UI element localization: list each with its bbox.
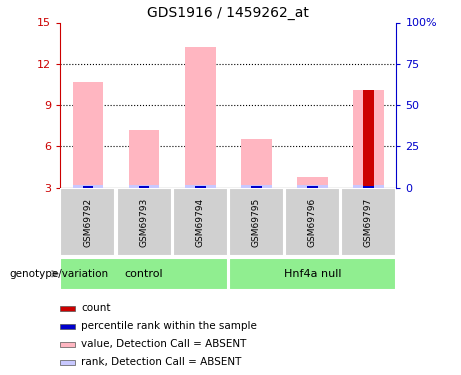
Bar — [353, 90, 384, 188]
Bar — [363, 90, 374, 188]
FancyBboxPatch shape — [60, 188, 115, 256]
Bar — [353, 185, 384, 188]
FancyBboxPatch shape — [229, 258, 396, 290]
FancyBboxPatch shape — [341, 188, 396, 256]
FancyBboxPatch shape — [60, 258, 228, 290]
Text: Hnf4a null: Hnf4a null — [284, 269, 341, 279]
Bar — [185, 47, 216, 188]
Text: control: control — [125, 269, 163, 279]
Text: GSM69793: GSM69793 — [140, 198, 148, 247]
Text: percentile rank within the sample: percentile rank within the sample — [82, 321, 257, 331]
FancyBboxPatch shape — [173, 188, 228, 256]
Text: GSM69795: GSM69795 — [252, 198, 261, 247]
Title: GDS1916 / 1459262_at: GDS1916 / 1459262_at — [147, 6, 309, 20]
Bar — [83, 186, 94, 188]
Bar — [297, 185, 328, 188]
Bar — [60, 324, 75, 328]
Bar — [195, 186, 206, 188]
Bar — [129, 185, 160, 188]
Bar — [139, 186, 149, 188]
Text: genotype/variation: genotype/variation — [9, 269, 108, 279]
Text: rank, Detection Call = ABSENT: rank, Detection Call = ABSENT — [82, 357, 242, 367]
FancyBboxPatch shape — [285, 188, 340, 256]
Text: GSM69794: GSM69794 — [195, 198, 205, 247]
Bar — [185, 185, 216, 188]
FancyBboxPatch shape — [117, 188, 171, 256]
Bar — [241, 185, 272, 188]
Bar — [363, 186, 374, 188]
Text: count: count — [82, 303, 111, 313]
Bar — [241, 140, 272, 188]
Bar — [307, 186, 318, 188]
Text: GSM69796: GSM69796 — [308, 198, 317, 247]
Bar — [60, 342, 75, 346]
Bar — [72, 82, 103, 188]
Bar — [251, 186, 262, 188]
Bar — [60, 360, 75, 364]
Bar — [129, 130, 160, 188]
Text: value, Detection Call = ABSENT: value, Detection Call = ABSENT — [82, 339, 247, 349]
Bar — [72, 185, 103, 188]
FancyBboxPatch shape — [229, 188, 284, 256]
Bar — [60, 306, 75, 310]
Text: GSM69797: GSM69797 — [364, 198, 373, 247]
Text: GSM69792: GSM69792 — [83, 198, 93, 247]
Bar — [297, 177, 328, 188]
